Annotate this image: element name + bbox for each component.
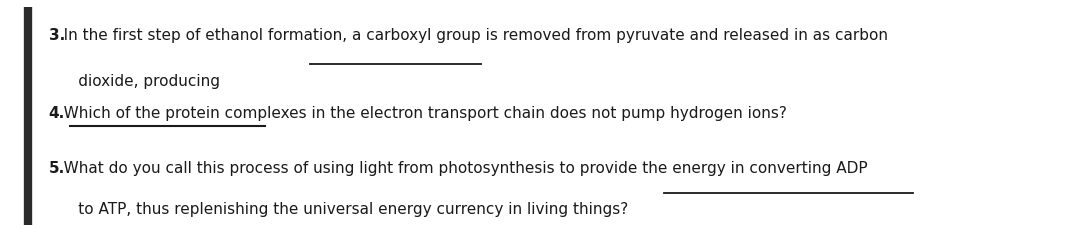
Text: 5.: 5.	[49, 161, 65, 176]
Text: Which of the protein complexes in the electron transport chain does not pump hyd: Which of the protein complexes in the el…	[49, 106, 786, 121]
Text: In the first step of ethanol formation, a carboxyl group is removed from pyruvat: In the first step of ethanol formation, …	[49, 28, 888, 43]
Text: 3.: 3.	[49, 28, 65, 43]
Text: What do you call this process of using light from photosynthesis to provide the : What do you call this process of using l…	[49, 161, 867, 176]
Text: to ATP, thus replenishing the universal energy currency in living things?: to ATP, thus replenishing the universal …	[49, 202, 633, 217]
Text: 4.: 4.	[49, 106, 65, 121]
Text: dioxide, producing: dioxide, producing	[49, 74, 225, 89]
